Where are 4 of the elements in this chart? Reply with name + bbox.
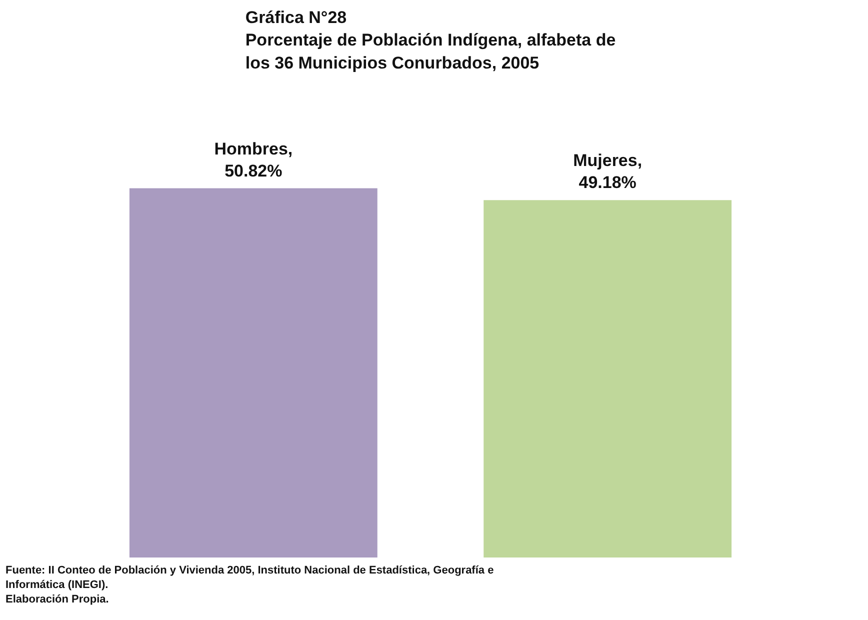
data-label: Mujeres, 49.18% (573, 151, 642, 192)
source-note: Fuente: II Conteo de Población y Vivienda 2005, Instituto Nacional de Estadística, Geografía e Informática (INEGI). Elaboración Propia. (6, 564, 494, 606)
chart-title: Gráfica N°28 Porcentaje de Población Indígena, alfabeta de los 36 Municipios Conurbados, 2005 (245, 8, 616, 72)
data-label: Hombres, 50.82% (214, 139, 293, 180)
